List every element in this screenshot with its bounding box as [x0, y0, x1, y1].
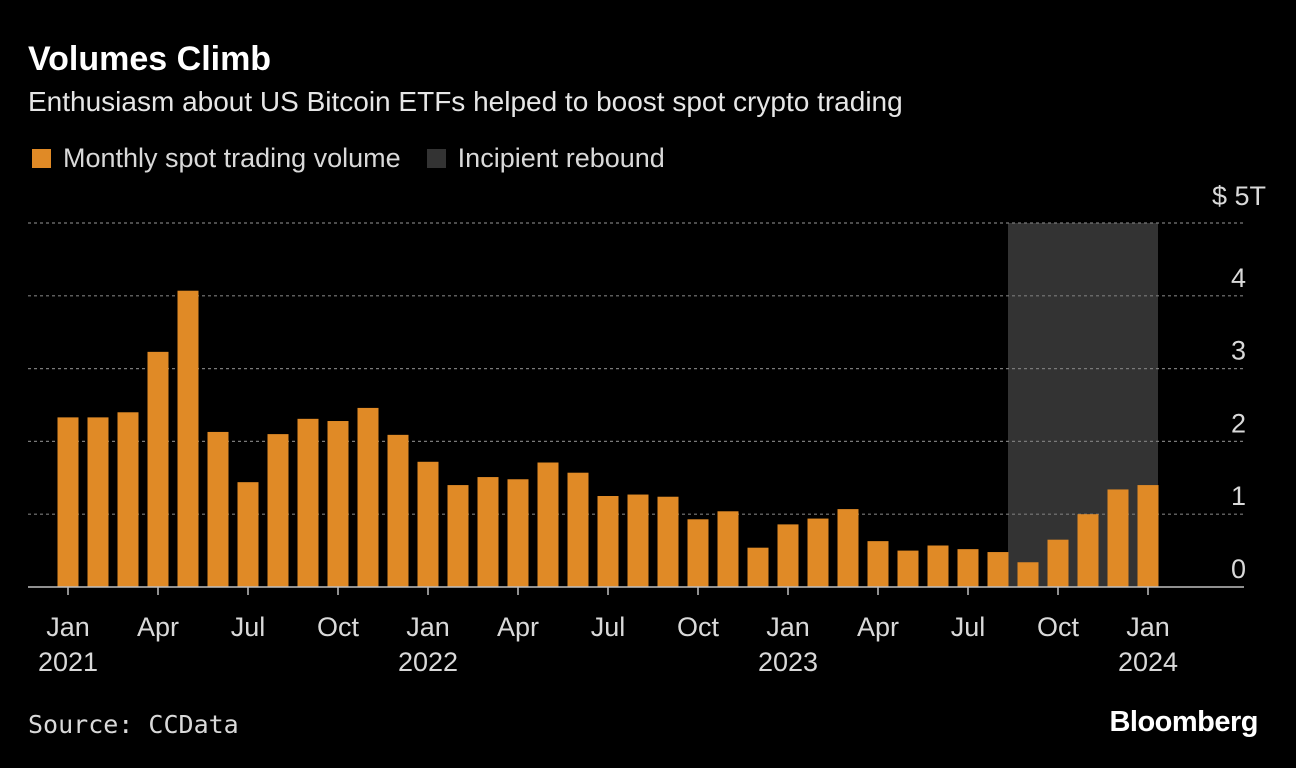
- x-tick-label-month: Jan: [1126, 612, 1170, 642]
- source-note: Source: CCData: [28, 710, 239, 739]
- x-tick-label-year: 2021: [38, 647, 98, 677]
- bar: [537, 462, 559, 587]
- y-tick-label: 1: [1231, 481, 1246, 511]
- bar: [477, 477, 499, 587]
- bar: [297, 418, 319, 587]
- y-tick-label: 3: [1231, 336, 1246, 366]
- x-tick-label-month: Jan: [766, 612, 810, 642]
- x-tick-label-month: Jul: [591, 612, 626, 642]
- x-tick-label-month: Jan: [46, 612, 90, 642]
- bar: [657, 496, 679, 587]
- bar: [237, 482, 259, 587]
- bar: [627, 494, 649, 587]
- bar: [957, 549, 979, 587]
- bar: [837, 509, 859, 587]
- bar: [747, 547, 769, 587]
- x-tick-label-month: Jul: [231, 612, 266, 642]
- bar: [177, 290, 199, 587]
- bar: [1047, 539, 1069, 587]
- bar: [1137, 485, 1159, 587]
- bar: [207, 431, 229, 587]
- x-tick-label-month: Oct: [677, 612, 720, 642]
- y-unit-label: $ 5T: [1212, 181, 1266, 211]
- x-tick-label-month: Oct: [1037, 612, 1080, 642]
- x-tick-label-month: Jan: [406, 612, 450, 642]
- bar: [777, 524, 799, 587]
- bar: [147, 351, 169, 587]
- bar: [597, 496, 619, 587]
- x-tick-label-month: Oct: [317, 612, 360, 642]
- x-tick-label-month: Apr: [857, 612, 899, 642]
- legend-item-volume: Monthly spot trading volume: [32, 143, 401, 174]
- x-tick-label-year: 2024: [1118, 647, 1178, 677]
- bar: [897, 550, 919, 587]
- legend-swatch-volume: [32, 149, 51, 168]
- bar: [1107, 489, 1129, 587]
- chart-title: Volumes Climb: [28, 40, 272, 78]
- bar: [807, 518, 829, 587]
- bar: [87, 417, 109, 587]
- legend-swatch-rebound: [426, 149, 446, 168]
- bar: [267, 434, 289, 587]
- bar: [687, 519, 709, 587]
- y-tick-label: 2: [1231, 408, 1246, 438]
- x-tick-label-month: Apr: [497, 612, 539, 642]
- x-tick-label-month: Apr: [137, 612, 179, 642]
- legend-item-rebound: Incipient rebound: [426, 143, 665, 174]
- legend: Monthly spot trading volume Incipient re…: [32, 143, 691, 174]
- x-tick-label-year: 2022: [398, 647, 458, 677]
- x-tick-label-month: Jul: [951, 612, 986, 642]
- bar: [417, 461, 439, 587]
- bar: [357, 407, 379, 587]
- bar: [1077, 514, 1099, 587]
- chart-subtitle: Enthusiasm about US Bitcoin ETFs helped …: [28, 86, 903, 117]
- bar: [927, 545, 949, 587]
- bar: [327, 421, 349, 587]
- bar: [1017, 562, 1039, 587]
- bar: [507, 479, 529, 587]
- y-tick-label: 0: [1231, 554, 1246, 584]
- bar: [867, 541, 889, 587]
- legend-label-rebound: Incipient rebound: [457, 143, 665, 173]
- bar: [57, 417, 79, 587]
- bloomberg-logo: Bloomberg: [1109, 706, 1258, 738]
- bar: [987, 552, 1009, 587]
- bar: [387, 434, 409, 587]
- bar: [717, 511, 739, 587]
- bar: [567, 472, 589, 587]
- bar: [117, 412, 139, 587]
- y-tick-label: 4: [1231, 263, 1246, 293]
- x-tick-label-year: 2023: [758, 647, 818, 677]
- legend-label-volume: Monthly spot trading volume: [63, 143, 401, 173]
- bar: [447, 485, 469, 587]
